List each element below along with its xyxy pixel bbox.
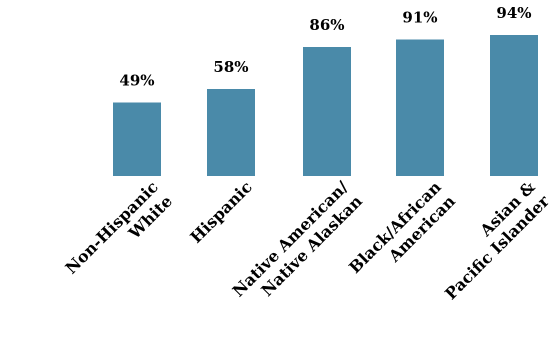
category-label: Hispanic — [186, 177, 256, 247]
bar — [113, 102, 161, 176]
bar — [490, 35, 538, 176]
bars-group — [113, 35, 538, 176]
bar — [303, 47, 351, 176]
data-label: 86% — [309, 16, 344, 34]
data-label: 94% — [496, 4, 531, 22]
value-labels-group: 49% 58% 86% 91% 94% — [119, 4, 531, 90]
data-label: 91% — [402, 9, 437, 27]
bar — [396, 39, 444, 176]
category-label-line: Hispanic — [186, 177, 256, 247]
category-label: Native American/Native Alaskan — [229, 177, 367, 300]
data-label: 58% — [213, 58, 248, 76]
bar — [207, 89, 255, 176]
data-label: 49% — [119, 72, 154, 90]
